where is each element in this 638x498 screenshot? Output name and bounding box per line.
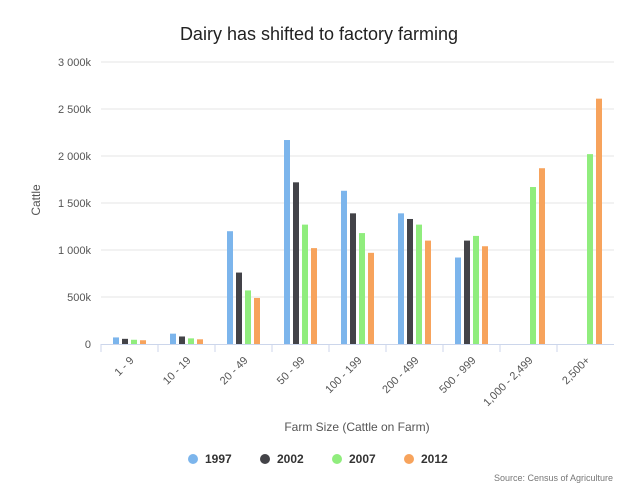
bar-2012-4[interactable] [368, 252, 374, 344]
bar-2002-1[interactable] [179, 336, 185, 344]
bar-1997-6[interactable] [455, 257, 461, 344]
legend-marker [332, 454, 342, 464]
source-credit: Source: Census of Agriculture [494, 473, 613, 483]
x-tick-label: 20 - 49 [218, 355, 251, 388]
legend-item-2007[interactable]: 2007 [332, 452, 376, 466]
bar-2012-3[interactable] [311, 248, 317, 344]
bar-2012-2[interactable] [254, 297, 260, 344]
legend-marker [188, 454, 198, 464]
legend-item-2012[interactable]: 2012 [404, 452, 448, 466]
legend-item-1997[interactable]: 1997 [188, 452, 232, 466]
bar-2007-6[interactable] [473, 235, 479, 344]
bar-2012-8[interactable] [596, 98, 602, 344]
legend-label: 1997 [205, 452, 232, 466]
bar-1997-2[interactable] [227, 231, 233, 344]
gridlines [101, 61, 614, 345]
bar-2002-3[interactable] [293, 182, 299, 344]
legend-item-2002[interactable]: 2002 [260, 452, 304, 466]
y-tick-label: 2 500k [58, 104, 92, 116]
legend-label: 2007 [349, 452, 376, 466]
bar-1997-1[interactable] [170, 333, 176, 344]
x-tick-label: 50 - 99 [275, 355, 308, 388]
x-tick-label: 1 - 9 [113, 355, 137, 379]
bar-2007-7[interactable] [530, 187, 536, 344]
y-tick-label: 2 000k [58, 151, 92, 163]
bar-2002-2[interactable] [236, 272, 242, 344]
legend-marker [260, 454, 270, 464]
x-tick-label: 1,000 - 2,499 [481, 355, 535, 409]
y-tick-label: 3 000k [58, 57, 92, 69]
y-tick-label: 1 500k [58, 198, 92, 210]
y-axis-title: Cattle [29, 184, 43, 216]
legend-label: 2012 [421, 452, 448, 466]
x-tick-label: 500 - 999 [437, 355, 478, 396]
bar-2012-6[interactable] [482, 246, 488, 344]
bar-2002-6[interactable] [464, 240, 470, 344]
chart-title: Dairy has shifted to factory farming [180, 24, 458, 44]
bar-2012-0[interactable] [140, 340, 146, 344]
y-tick-label: 500k [67, 292, 91, 304]
bar-1997-5[interactable] [398, 213, 404, 344]
x-axis-title: Farm Size (Cattle on Farm) [284, 420, 429, 434]
legend-label: 2002 [277, 452, 304, 466]
bars [113, 98, 602, 344]
bar-2007-2[interactable] [245, 290, 251, 344]
bar-2007-5[interactable] [416, 224, 422, 344]
bar-2007-3[interactable] [302, 224, 308, 344]
bar-2012-5[interactable] [425, 240, 431, 344]
y-tick-label: 1 000k [58, 245, 92, 257]
x-axis-ticks: 1 - 9 10 - 19 20 - 49 50 - 99 100 - 199 200 -… [100, 344, 593, 409]
bar-2002-0[interactable] [122, 338, 128, 344]
x-tick-label: 10 - 19 [161, 355, 194, 388]
bar-2012-1[interactable] [197, 339, 203, 344]
legend: 1997 2002 2007 2012 [188, 452, 448, 466]
x-tick-label: 200 - 499 [380, 355, 421, 396]
bar-2007-4[interactable] [359, 233, 365, 344]
x-tick-label: 100 - 199 [323, 355, 364, 396]
bar-1997-0[interactable] [113, 337, 119, 344]
bar-2007-8[interactable] [587, 154, 593, 344]
y-tick-label: 0 [85, 339, 91, 351]
bar-2007-1[interactable] [188, 338, 194, 344]
y-axis-ticks: 0 500k 1 000k 1 500k 2 000k 2 500k 3 000k [58, 57, 92, 351]
bar-2007-0[interactable] [131, 339, 137, 344]
bar-2002-4[interactable] [350, 213, 356, 344]
bar-2012-7[interactable] [539, 168, 545, 344]
bar-2002-5[interactable] [407, 218, 413, 344]
bar-1997-4[interactable] [341, 190, 347, 344]
x-tick-label: 2,500+ [560, 355, 592, 387]
bar-1997-3[interactable] [284, 140, 290, 344]
legend-marker [404, 454, 414, 464]
